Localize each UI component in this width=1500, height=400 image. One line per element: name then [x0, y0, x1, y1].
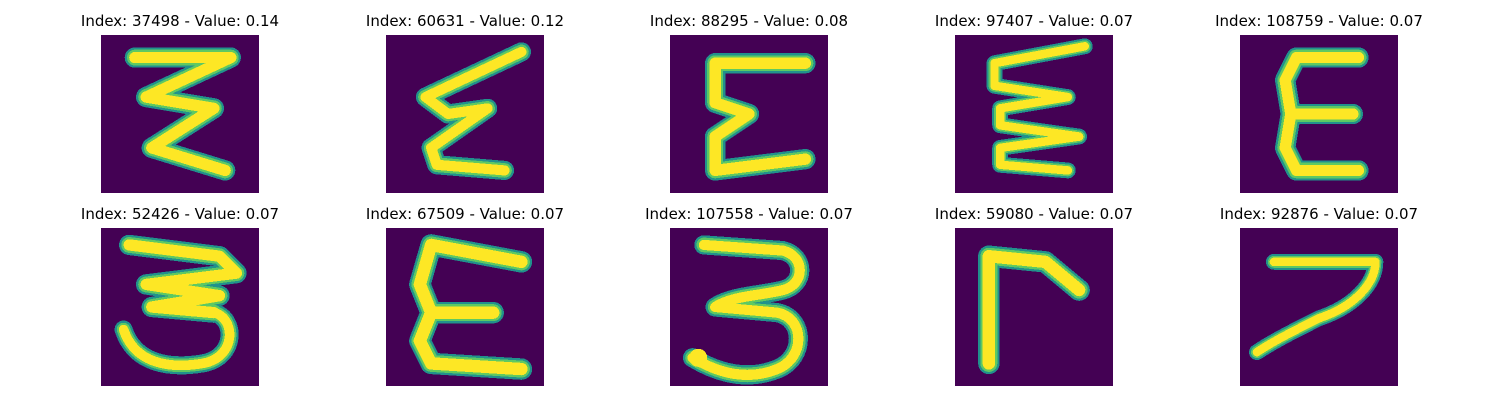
digit-three-glyph-image [670, 228, 828, 386]
image-panel-3: Index: 88295 - Value: 0.08 [599, 11, 899, 201]
panel-title: Index: 92876 - Value: 0.07 [1219, 205, 1419, 223]
panel-title: Index: 52426 - Value: 0.07 [80, 205, 280, 223]
corner-glyph-image [955, 228, 1113, 386]
zigzag-glyph-image [386, 35, 544, 193]
panel-title: Index: 59080 - Value: 0.07 [934, 205, 1134, 223]
image-panel-7: Index: 67509 - Value: 0.07 [315, 204, 615, 394]
zigzag-glyph-image [101, 35, 259, 193]
image-panel-9: Index: 59080 - Value: 0.07 [884, 204, 1184, 394]
panel-title: Index: 88295 - Value: 0.08 [649, 12, 849, 30]
image-panel-8: Index: 107558 - Value: 0.07 [599, 204, 899, 394]
panel-title: Index: 107558 - Value: 0.07 [645, 205, 853, 223]
panel-title: Index: 108759 - Value: 0.07 [1215, 12, 1423, 30]
letter-e-glyph-image [1240, 35, 1398, 193]
image-panel-4: Index: 97407 - Value: 0.07 [884, 11, 1184, 201]
digit-seven-glyph-image [1240, 228, 1398, 386]
image-panel-2: Index: 60631 - Value: 0.12 [315, 11, 615, 201]
epsilon-glyph-image [670, 35, 828, 193]
panel-title: Index: 37498 - Value: 0.14 [80, 12, 280, 30]
panel-title: Index: 60631 - Value: 0.12 [365, 12, 565, 30]
letter-e-glyph-image [386, 228, 544, 386]
image-panel-1: Index: 37498 - Value: 0.14 [30, 11, 330, 201]
image-panel-5: Index: 108759 - Value: 0.07 [1169, 11, 1469, 201]
panel-title: Index: 67509 - Value: 0.07 [365, 205, 565, 223]
panel-title: Index: 97407 - Value: 0.07 [934, 12, 1134, 30]
digit-three-glyph-image [101, 228, 259, 386]
image-panel-10: Index: 92876 - Value: 0.07 [1169, 204, 1469, 394]
image-panel-6: Index: 52426 - Value: 0.07 [30, 204, 330, 394]
zigzag-glyph-image [955, 35, 1113, 193]
